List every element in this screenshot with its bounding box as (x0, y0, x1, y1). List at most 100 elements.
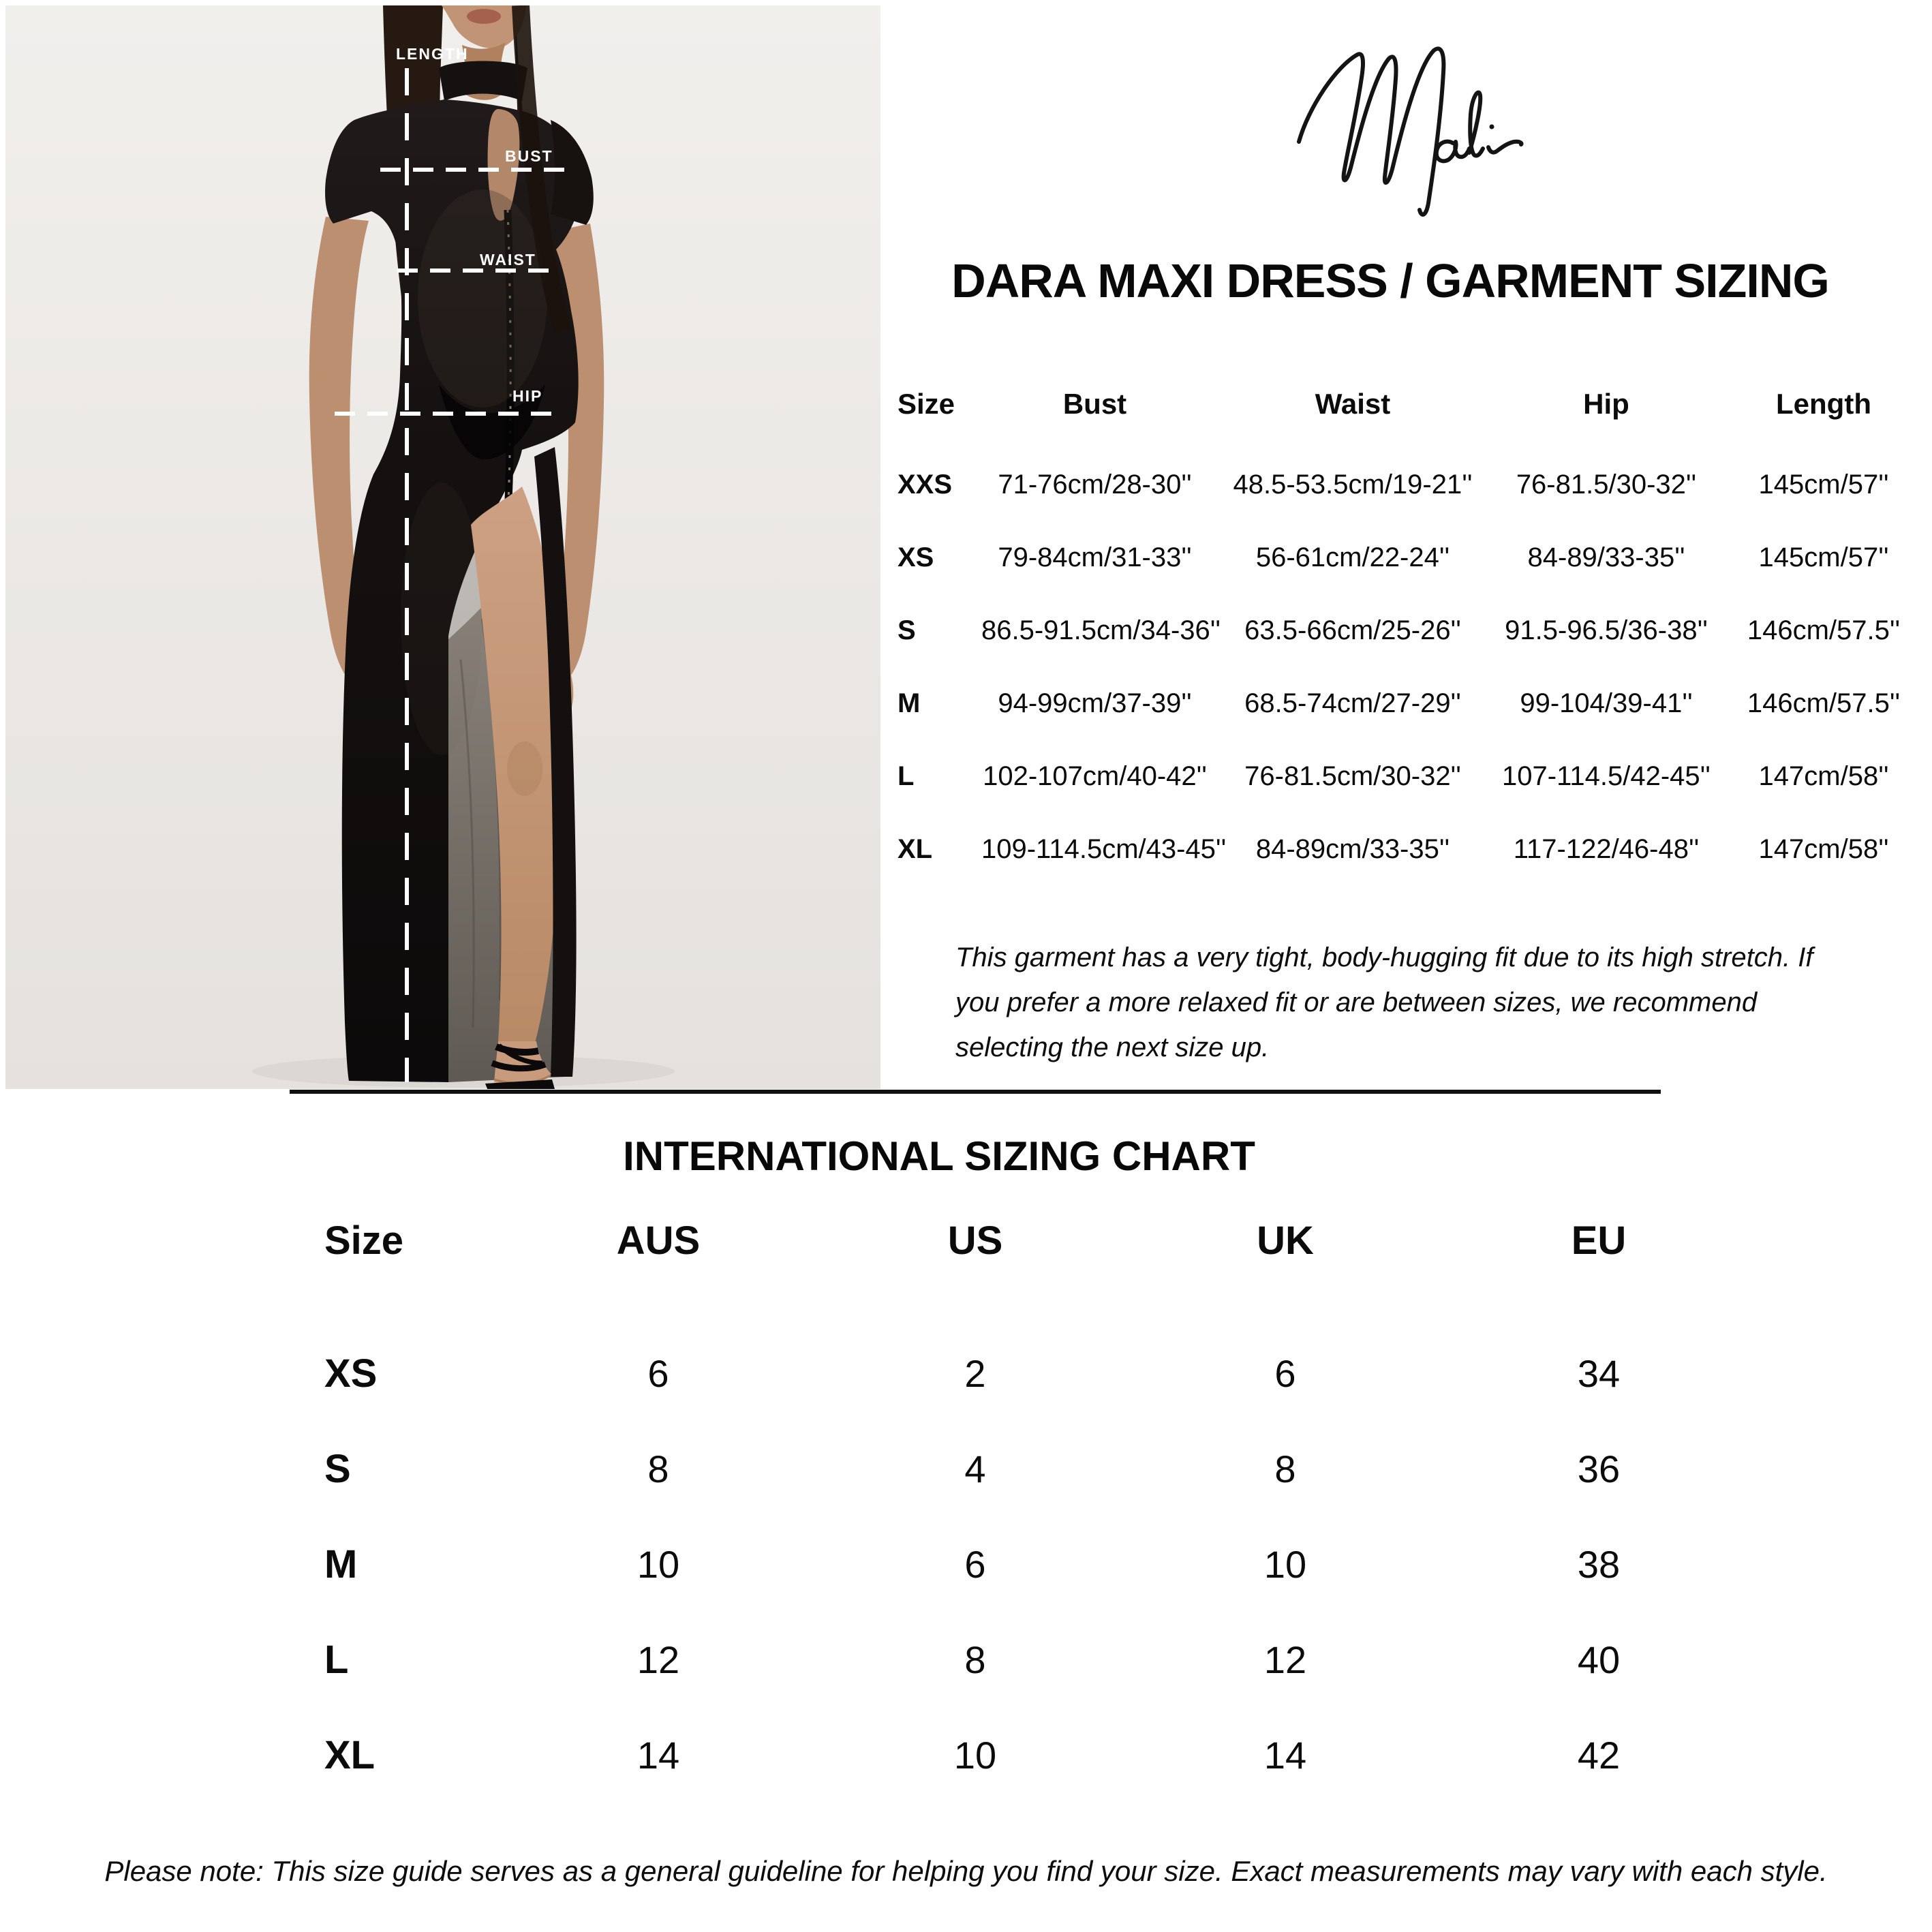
us-cell: 8 (964, 1638, 986, 1681)
aus-cell: 10 (637, 1542, 680, 1586)
eu-cell: 38 (1577, 1542, 1621, 1586)
waist-cell: 56-61cm/22-24'' (1255, 542, 1450, 572)
size-cell: L (898, 761, 915, 791)
table-row: L 102-107cm/40-42'' 76-81.5cm/30-32'' 10… (898, 740, 1932, 813)
uk-cell: 12 (1263, 1638, 1307, 1681)
signature-a-stroke (1434, 139, 1471, 164)
column-header: Size (324, 1218, 404, 1263)
garment-sizing-table: Size Bust Waist Hip Length XXS 71-76cm/2… (898, 380, 1932, 886)
uk-cell: 6 (1274, 1351, 1296, 1395)
column-header: AUS (616, 1218, 701, 1263)
bust-cell: 86.5-91.5cm/34-36'' (981, 615, 1221, 645)
waist-label: WAIST (480, 251, 536, 269)
hip-cell: 84-89/33-35'' (1527, 542, 1685, 572)
page-title: DARA MAXI DRESS / GARMENT SIZING (951, 254, 1830, 307)
waist-cell: 48.5-53.5cm/19-21'' (1233, 470, 1473, 500)
hip-label: HIP (512, 387, 543, 405)
international-title: INTERNATIONAL SIZING CHART (623, 1133, 1255, 1179)
dress-body (325, 99, 579, 1082)
length-measure-line (405, 68, 409, 1082)
uk-cell: 8 (1274, 1447, 1296, 1490)
column-header: Bust (1062, 388, 1127, 420)
product-photo: LENGTH BUST WAIST HIP (5, 5, 880, 1089)
table-row: XS 79-84cm/31-33'' 56-61cm/22-24'' 84-89… (898, 521, 1932, 594)
hip-cell: 99-104/39-41'' (1520, 688, 1693, 718)
column-header: Length (1776, 388, 1871, 420)
signature-l-stroke (1467, 90, 1485, 158)
us-cell: 6 (964, 1542, 986, 1586)
table-row: XL 109-114.5cm/43-45'' 84-89cm/33-35'' 1… (898, 813, 1932, 886)
size-cell: S (898, 615, 916, 645)
waist-cell: 84-89cm/33-35'' (1255, 834, 1450, 864)
eu-cell: 42 (1577, 1733, 1621, 1777)
waist-cell: 63.5-66cm/25-26'' (1244, 615, 1461, 645)
table-row: L 12 8 12 40 (324, 1612, 1755, 1707)
signature-i-dot (1489, 124, 1494, 129)
international-sizing-table: Size AUS US UK EU XS 6 2 6 34 S 8 4 8 36… (324, 1210, 1755, 1803)
garment-table-header-row: Size Bust Waist Hip Length (898, 380, 1932, 428)
brand-logo (1295, 40, 1527, 230)
slit-drape-edge (534, 447, 577, 1077)
dress-collar (439, 61, 527, 101)
waist-measure-line (397, 269, 554, 273)
bust-measure-line (380, 168, 566, 172)
bust-label: BUST (505, 147, 553, 165)
right-arm (549, 224, 604, 677)
length-cell: 147cm/58'' (1758, 761, 1889, 791)
uk-cell: 10 (1263, 1542, 1307, 1586)
signature-m-stroke (1297, 46, 1446, 217)
table-row: M 10 6 10 38 (324, 1516, 1755, 1612)
size-cell: M (898, 688, 921, 718)
hip-measure-line (335, 412, 556, 416)
hip-cell: 107-114.5/42-45'' (1502, 761, 1711, 791)
column-header: UK (1257, 1218, 1314, 1263)
sheer-streak-2 (459, 659, 475, 1028)
table-row: XXS 71-76cm/28-30'' 48.5-53.5cm/19-21'' … (898, 448, 1932, 521)
aus-cell: 14 (637, 1733, 680, 1777)
hip-cell: 91.5-96.5/36-38'' (1505, 615, 1708, 645)
fit-note: This garment has a very tight, body-hugg… (955, 942, 1813, 1062)
waist-cell: 76-81.5cm/30-32'' (1244, 761, 1461, 791)
table-row: S 86.5-91.5cm/34-36'' 63.5-66cm/25-26'' … (898, 594, 1932, 667)
sandal-sole (485, 1079, 555, 1089)
bust-cell: 102-107cm/40-42'' (983, 761, 1207, 791)
aus-cell: 12 (637, 1638, 680, 1681)
size-cell: XXS (898, 470, 953, 500)
bust-cell: 94-99cm/37-39'' (998, 688, 1192, 718)
dress-right-sleeve (551, 120, 594, 225)
size-cell: XL (324, 1732, 375, 1777)
column-header: EU (1571, 1218, 1627, 1263)
length-cell: 145cm/57'' (1758, 542, 1889, 572)
fabric-sheen (418, 189, 547, 408)
column-header: US (947, 1218, 1003, 1263)
table-row: XL 14 10 14 42 (324, 1707, 1755, 1803)
sandal-strap-3 (497, 1043, 543, 1066)
hair-strand (512, 5, 572, 334)
sandal-strap-2 (491, 1060, 547, 1072)
column-header: Size (898, 388, 955, 420)
size-cell: XS (324, 1351, 378, 1396)
us-cell: 2 (964, 1351, 986, 1395)
eu-cell: 36 (1577, 1447, 1621, 1490)
length-cell: 146cm/57.5'' (1747, 615, 1901, 645)
mali-signature-icon (1297, 46, 1524, 217)
table-row: S 8 4 8 36 (324, 1421, 1755, 1516)
keyhole-opening (487, 109, 520, 221)
aus-cell: 6 (647, 1351, 669, 1395)
sheer-shadow (439, 384, 545, 460)
footer-note: Please note: This size guide serves as a… (104, 1855, 1828, 1887)
us-cell: 4 (964, 1447, 986, 1490)
waist-cell: 68.5-74cm/27-29'' (1244, 688, 1461, 718)
size-cell: S (324, 1446, 351, 1491)
size-cell: XL (898, 834, 933, 864)
length-cell: 146cm/57.5'' (1747, 688, 1901, 718)
leg (471, 487, 563, 1043)
size-cell: L (324, 1637, 349, 1682)
table-row: M 94-99cm/37-39'' 68.5-74cm/27-29'' 99-1… (898, 667, 1932, 740)
column-header: Waist (1315, 388, 1391, 420)
size-cell: M (324, 1542, 358, 1586)
length-label: LENGTH (396, 45, 469, 63)
section-divider (290, 1090, 1661, 1094)
international-header-row: Size AUS US UK EU (324, 1210, 1755, 1271)
